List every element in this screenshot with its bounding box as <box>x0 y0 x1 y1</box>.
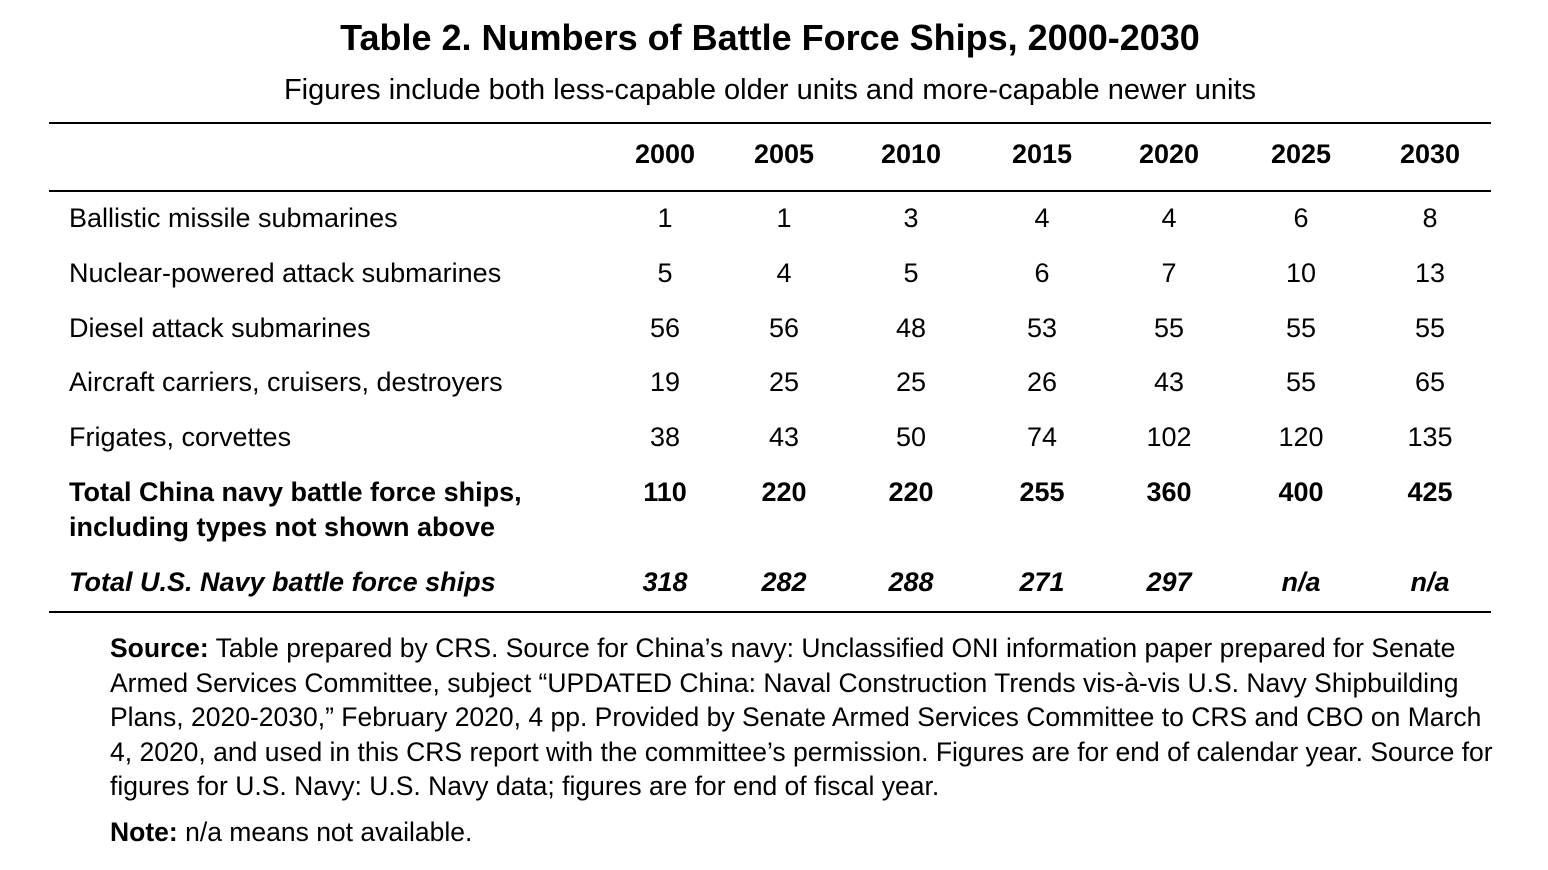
table-cell: 360 <box>1146 477 1192 507</box>
table-cell: 5 <box>657 258 673 288</box>
table-cell: 135 <box>1407 422 1453 452</box>
table-cell: 50 <box>895 422 927 452</box>
table-cell: 1 <box>776 203 792 233</box>
table-subtitle: Figures include both less-capable older … <box>283 74 1257 106</box>
table-cell: 1 <box>657 203 673 233</box>
table-cell: 400 <box>1278 477 1324 507</box>
row-label: Ballistic missile submarines <box>69 203 398 233</box>
table-cell: n/a <box>1281 567 1321 597</box>
source-text: Table prepared by CRS. Source for China’… <box>110 633 1493 802</box>
note-text: n/a means not available. <box>185 817 473 847</box>
table-cell: 56 <box>768 313 800 343</box>
table-cell: 10 <box>1285 258 1317 288</box>
column-header-2020: 2020 <box>1138 139 1200 169</box>
table-cell: 6 <box>1293 203 1309 233</box>
table-cell: 5 <box>903 258 919 288</box>
table-cell: 8 <box>1422 203 1438 233</box>
table-cell: 55 <box>1285 367 1317 397</box>
row-label: Nuclear-powered attack submarines <box>69 258 502 288</box>
table-cell: 48 <box>895 313 927 343</box>
column-header-2015: 2015 <box>1011 139 1073 169</box>
note: Note: n/a means not available. <box>110 815 1505 850</box>
table-cell: 25 <box>768 367 800 397</box>
row-label: Frigates, corvettes <box>69 422 292 452</box>
column-header-2005: 2005 <box>753 139 815 169</box>
row-label: Diesel attack submarines <box>69 313 371 343</box>
table-cell: 74 <box>1026 422 1058 452</box>
row-label-line-1: Total China navy battle force ships, <box>69 477 522 507</box>
table-cell: 56 <box>649 313 681 343</box>
note-label: Note: <box>110 817 178 847</box>
column-header-2030: 2030 <box>1399 139 1461 169</box>
table-cell: 3 <box>903 203 919 233</box>
table-cell: 271 <box>1019 567 1065 597</box>
table-cell: 255 <box>1019 477 1065 507</box>
table-header-rule <box>49 190 1491 192</box>
table-cell: n/a <box>1410 567 1450 597</box>
table-cell: 7 <box>1161 258 1177 288</box>
table-cell: 4 <box>1034 203 1050 233</box>
table-cell: 425 <box>1407 477 1453 507</box>
table-cell: 297 <box>1146 567 1192 597</box>
table-cell: 13 <box>1414 258 1446 288</box>
table-cell: 318 <box>642 567 688 597</box>
table-cell: 55 <box>1285 313 1317 343</box>
table-cell: 6 <box>1034 258 1050 288</box>
table-cell: 120 <box>1278 422 1324 452</box>
table-bottom-rule <box>49 611 1491 613</box>
table-cell: 55 <box>1414 313 1446 343</box>
column-header-2000: 2000 <box>634 139 696 169</box>
row-label-line-2: including types not shown above <box>69 512 496 542</box>
table-cell: 38 <box>649 422 681 452</box>
table-cell: 4 <box>776 258 792 288</box>
table-cell: 220 <box>888 477 934 507</box>
row-label: Total U.S. Navy battle force ships <box>69 567 496 597</box>
column-header-2010: 2010 <box>880 139 942 169</box>
table-cell: 53 <box>1026 313 1058 343</box>
table-cell: 4 <box>1161 203 1177 233</box>
table-cell: 43 <box>1153 367 1185 397</box>
table-title: Table 2. Numbers of Battle Force Ships, … <box>340 17 1200 58</box>
table-cell: 288 <box>888 567 934 597</box>
column-header-2025: 2025 <box>1270 139 1332 169</box>
table-cell: 282 <box>761 567 807 597</box>
table-cell: 43 <box>768 422 800 452</box>
table-cell: 25 <box>895 367 927 397</box>
table-cell: 26 <box>1026 367 1058 397</box>
table-cell: 19 <box>649 367 681 397</box>
source-note: Source: Table prepared by CRS. Source fo… <box>110 631 1505 804</box>
table-cell: 102 <box>1146 422 1192 452</box>
table-cell: 220 <box>761 477 807 507</box>
row-label: Aircraft carriers, cruisers, destroyers <box>69 367 503 397</box>
source-label: Source: <box>110 633 209 663</box>
table-cell: 110 <box>643 477 687 507</box>
table-cell: 55 <box>1153 313 1185 343</box>
table-top-rule <box>49 122 1491 124</box>
table-cell: 65 <box>1414 367 1446 397</box>
